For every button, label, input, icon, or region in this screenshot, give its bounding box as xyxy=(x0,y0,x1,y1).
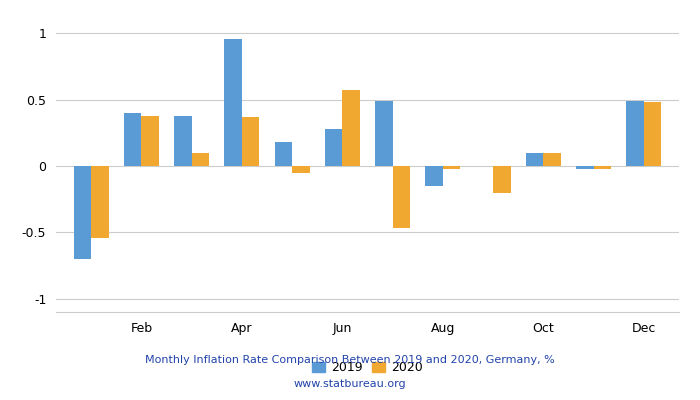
Bar xyxy=(124,113,141,166)
Bar xyxy=(325,129,342,166)
Text: www.statbureau.org: www.statbureau.org xyxy=(294,379,406,389)
Bar xyxy=(174,116,192,166)
Bar xyxy=(526,153,543,166)
Bar xyxy=(594,166,611,169)
Text: Monthly Inflation Rate Comparison Between 2019 and 2020, Germany, %: Monthly Inflation Rate Comparison Betwee… xyxy=(145,355,555,365)
Bar xyxy=(393,166,410,228)
Legend: 2019, 2020: 2019, 2020 xyxy=(307,356,428,379)
Bar xyxy=(192,153,209,166)
Bar xyxy=(242,117,260,166)
Bar xyxy=(224,38,242,166)
Bar xyxy=(292,166,309,173)
Bar xyxy=(626,101,644,166)
Bar xyxy=(443,166,461,169)
Bar xyxy=(644,102,661,166)
Bar xyxy=(375,101,393,166)
Bar xyxy=(91,166,108,238)
Bar xyxy=(274,142,292,166)
Bar xyxy=(493,166,511,192)
Bar xyxy=(74,166,91,259)
Bar xyxy=(342,90,360,166)
Bar xyxy=(576,166,594,169)
Bar xyxy=(141,116,159,166)
Bar xyxy=(426,166,443,186)
Bar xyxy=(543,153,561,166)
